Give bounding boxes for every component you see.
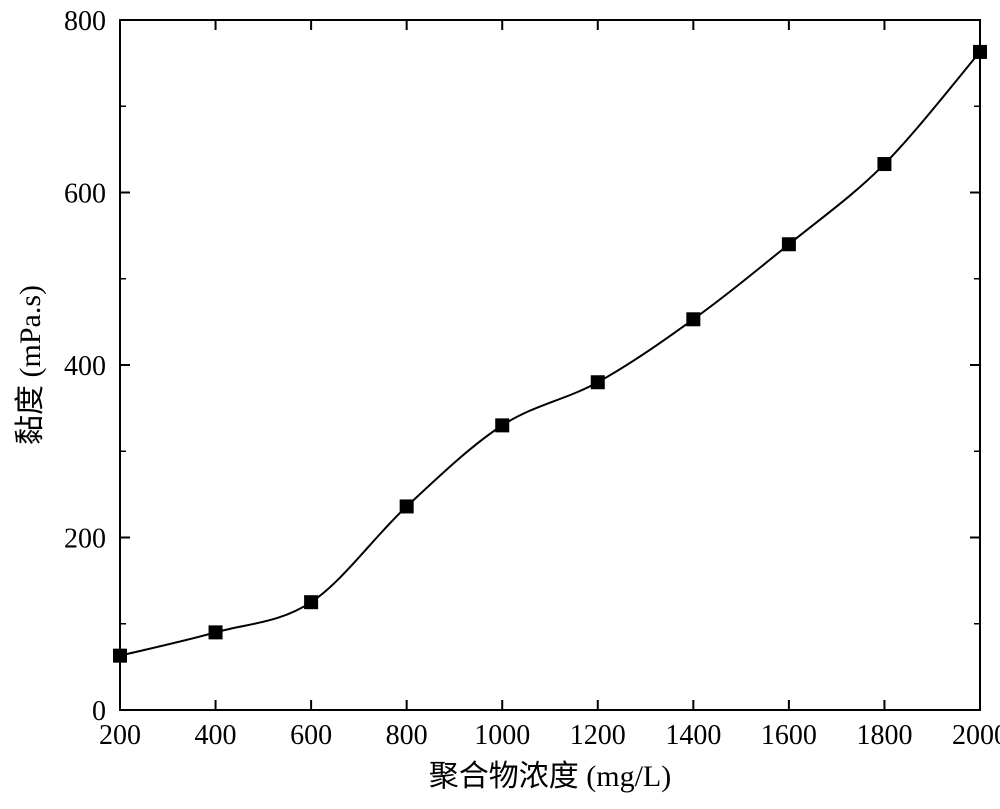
data-marker <box>591 375 605 389</box>
data-marker <box>877 157 891 171</box>
data-marker <box>209 625 223 639</box>
x-tick-label: 1800 <box>856 720 912 751</box>
x-tick-label: 1600 <box>761 720 817 751</box>
x-axis-label: 聚合物浓度 (mg/L) <box>429 760 671 793</box>
y-tick-label: 400 <box>64 351 106 382</box>
y-tick-label: 200 <box>64 524 106 555</box>
y-tick-label: 800 <box>64 6 106 37</box>
data-marker <box>304 595 318 609</box>
x-tick-label: 1000 <box>474 720 530 751</box>
y-axis-label: 黏度 (mPa.s) <box>14 285 47 445</box>
y-tick-label: 600 <box>64 179 106 210</box>
data-marker <box>782 237 796 251</box>
data-marker <box>113 649 127 663</box>
x-tick-label: 400 <box>195 720 237 751</box>
x-tick-label: 2000 <box>952 720 1000 751</box>
data-line <box>120 52 980 656</box>
data-marker <box>973 45 987 59</box>
data-marker <box>400 499 414 513</box>
y-tick-label: 0 <box>92 696 106 727</box>
data-marker <box>686 312 700 326</box>
x-tick-label: 1200 <box>570 720 626 751</box>
x-tick-label: 1400 <box>665 720 721 751</box>
x-tick-label: 800 <box>386 720 428 751</box>
x-tick-label: 600 <box>290 720 332 751</box>
viscosity-chart: 2004006008001000120014001600180020000200… <box>0 0 1000 809</box>
data-marker <box>495 418 509 432</box>
chart-svg: 2004006008001000120014001600180020000200… <box>0 0 1000 809</box>
